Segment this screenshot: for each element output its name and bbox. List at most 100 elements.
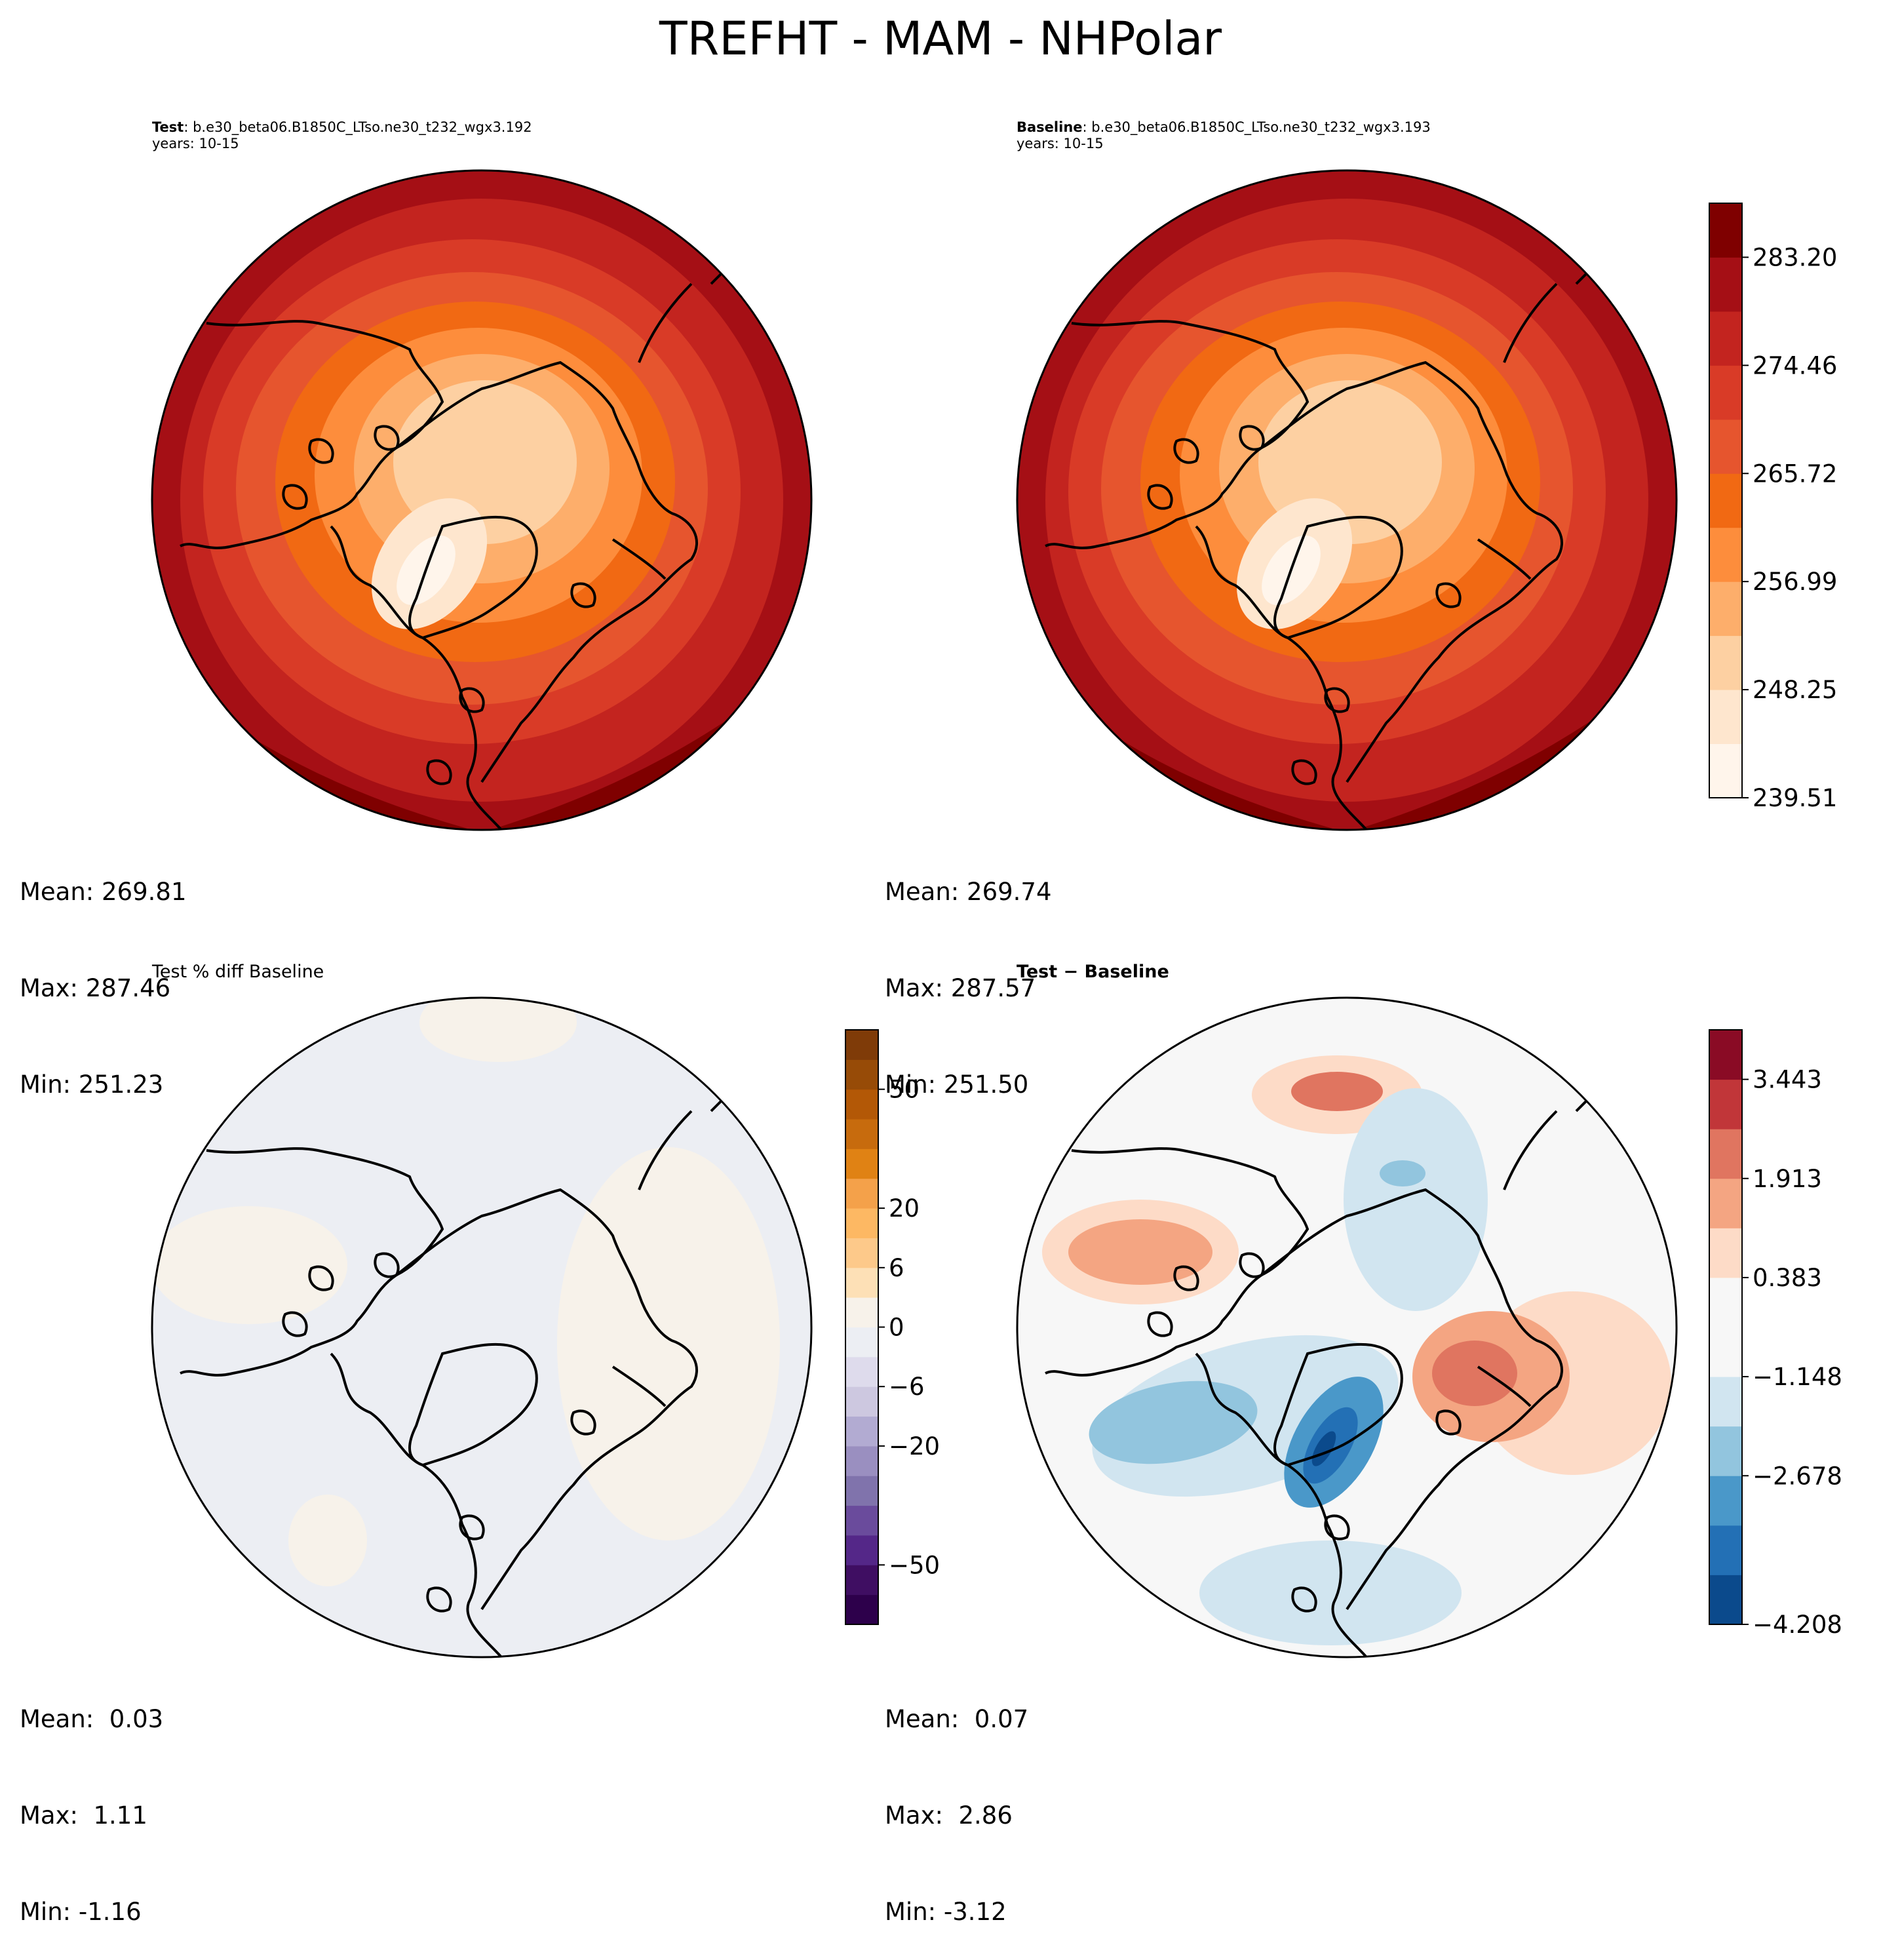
puor-colorbar-swatch — [845, 1386, 878, 1417]
reds-colorbar-swatch — [1709, 743, 1742, 798]
reds-colorbar-swatch — [1709, 311, 1742, 366]
diff-mean: Mean: 0.07 — [885, 1705, 1029, 1733]
puor-colorbar-swatch — [845, 1178, 878, 1209]
puor-colorbar-swatch — [845, 1505, 878, 1536]
baseline-panel-title: Baseline: b.e30_beta06.B1850C_LTso.ne30_… — [1017, 119, 1431, 152]
reds-colorbar-swatch — [1709, 581, 1742, 637]
baseline-map — [1017, 170, 1677, 830]
test-case: : b.e30_beta06.B1850C_LTso.ne30_t232_wgx… — [184, 119, 532, 135]
puor-colorbar-swatch — [845, 1476, 878, 1506]
puor-colorbar-tick-label: −6 — [889, 1373, 925, 1401]
reds-colorbar-swatch — [1709, 257, 1742, 312]
puor-colorbar-swatch — [845, 1594, 878, 1625]
puor-colorbar-swatch — [845, 1030, 878, 1060]
baseline-years: years: 10-15 — [1017, 136, 1104, 151]
reds-colorbar-swatch — [1709, 203, 1742, 258]
rdbu-colorbar-swatch — [1709, 1277, 1742, 1327]
puor-colorbar-tick-label: 0 — [889, 1314, 904, 1342]
puor-colorbar-swatch — [845, 1327, 878, 1358]
diff-max: Max: 2.86 — [885, 1801, 1013, 1830]
pctdiff-map-border — [151, 996, 813, 1658]
rdbu-colorbar-swatch — [1709, 1327, 1742, 1377]
rdbu-colorbar-swatch — [1709, 1476, 1742, 1526]
puor-colorbar-swatch — [845, 1267, 878, 1298]
reds-colorbar-tick-label: 283.20 — [1753, 243, 1837, 271]
diff-map — [1017, 998, 1677, 1657]
puor-colorbar-swatch — [845, 1565, 878, 1596]
pctdiff-mean: Mean: 0.03 — [20, 1705, 164, 1733]
reds-colorbar-tick-label: 256.99 — [1753, 568, 1837, 596]
puor-colorbar-tick-label: 50 — [889, 1076, 920, 1104]
pctdiff-max: Max: 1.11 — [20, 1801, 147, 1830]
rdbu-colorbar-swatch — [1709, 1030, 1742, 1080]
reds-colorbar-tick-label: 248.25 — [1753, 676, 1837, 704]
puor-colorbar-tick-label: −50 — [889, 1551, 940, 1579]
baseline-case: : b.e30_beta06.B1850C_LTso.ne30_t232_wgx… — [1082, 119, 1431, 135]
baseline-map-border — [1016, 169, 1678, 831]
reds-colorbar-swatch — [1709, 527, 1742, 582]
rdbu-colorbar-tick-label: 0.383 — [1753, 1264, 1822, 1292]
puor-colorbar-swatch — [845, 1059, 878, 1090]
puor-colorbar-swatch — [845, 1148, 878, 1179]
test-years: years: 10-15 — [152, 136, 239, 151]
reds-colorbar-swatch — [1709, 635, 1742, 690]
rdbu-colorbar-swatch — [1709, 1525, 1742, 1575]
puor-colorbar: 50 20 6 0 −6 −20 −50 — [845, 1029, 940, 1625]
rdbu-colorbar: 3.443 1.913 0.383 −1.148 −2.678 −4.208 — [1709, 1029, 1842, 1639]
baseline-stats: Mean: 269.74 Max: 287.57 Min: 251.50 — [885, 812, 1052, 1133]
reds-colorbar-swatch — [1709, 690, 1742, 745]
pctdiff-panel-title: Test % diff Baseline — [152, 962, 324, 982]
puor-colorbar-swatch — [845, 1356, 878, 1387]
puor-colorbar-tick-label: −20 — [889, 1432, 940, 1460]
pctdiff-min: Min: -1.16 — [20, 1898, 142, 1926]
rdbu-colorbar-swatch — [1709, 1079, 1742, 1129]
rdbu-colorbar-tick-label: 1.913 — [1753, 1165, 1822, 1193]
baseline-max: Max: 287.57 — [885, 974, 1036, 1002]
reds-colorbar-frame — [1709, 203, 1743, 798]
puor-colorbar-swatch — [845, 1238, 878, 1268]
rdbu-colorbar-swatch — [1709, 1377, 1742, 1427]
puor-colorbar-swatch — [845, 1445, 878, 1476]
reds-colorbar-tick-label: 265.72 — [1753, 460, 1837, 488]
test-max: Max: 287.46 — [20, 974, 171, 1002]
rdbu-colorbar-tick-label: −1.148 — [1753, 1363, 1842, 1391]
reds-colorbar-tick-label: 274.46 — [1753, 351, 1837, 380]
diff-map-border — [1016, 996, 1678, 1658]
baseline-label: Baseline — [1017, 119, 1083, 135]
rdbu-colorbar-swatch — [1709, 1426, 1742, 1476]
rdbu-colorbar-tick-label: 3.443 — [1753, 1066, 1822, 1094]
reds-colorbar-swatch — [1709, 365, 1742, 420]
pctdiff-map — [152, 998, 811, 1657]
rdbu-colorbar-tick-label: −4.208 — [1753, 1611, 1842, 1639]
puor-colorbar-tick-label: 6 — [889, 1254, 904, 1282]
test-min: Min: 251.23 — [20, 1070, 164, 1099]
rdbu-colorbar-swatch — [1709, 1178, 1742, 1228]
figure-title: TREFHT - MAM - NHPolar — [659, 12, 1222, 66]
puor-colorbar-swatch — [845, 1297, 878, 1327]
test-map — [152, 170, 811, 830]
baseline-min: Min: 251.50 — [885, 1070, 1029, 1099]
rdbu-colorbar-swatch — [1709, 1129, 1742, 1179]
puor-colorbar-swatch — [845, 1416, 878, 1447]
reds-colorbar: 239.51 248.25 256.99 265.72 274.46 283.20 — [1709, 203, 1837, 812]
test-map-border — [151, 169, 813, 831]
reds-colorbar-swatch — [1709, 473, 1742, 528]
rdbu-colorbar-tick-label: −2.678 — [1753, 1462, 1842, 1490]
diff-min: Min: -3.12 — [885, 1898, 1007, 1926]
test-stats: Mean: 269.81 Max: 287.46 Min: 251.23 — [20, 812, 187, 1133]
puor-colorbar-swatch — [845, 1208, 878, 1238]
puor-colorbar-swatch — [845, 1089, 878, 1120]
reds-colorbar-tick-label: 239.51 — [1753, 784, 1837, 812]
rdbu-colorbar-swatch — [1709, 1575, 1742, 1625]
rdbu-colorbar-frame — [1709, 1029, 1743, 1625]
reds-colorbar-swatch — [1709, 419, 1742, 474]
puor-colorbar-swatch — [845, 1119, 878, 1149]
rdbu-colorbar-swatch — [1709, 1228, 1742, 1278]
test-label: Test — [152, 119, 184, 135]
puor-colorbar-swatch — [845, 1535, 878, 1565]
figure-canvas: 239.51 248.25 256.99 265.72 274.46 283.20 50 2… — [151, 169, 1842, 1658]
test-mean: Mean: 269.81 — [20, 878, 187, 906]
diff-panel-title: Test − Baseline — [1017, 962, 1169, 982]
puor-colorbar-tick-label: 20 — [889, 1194, 920, 1223]
baseline-mean: Mean: 269.74 — [885, 878, 1052, 906]
